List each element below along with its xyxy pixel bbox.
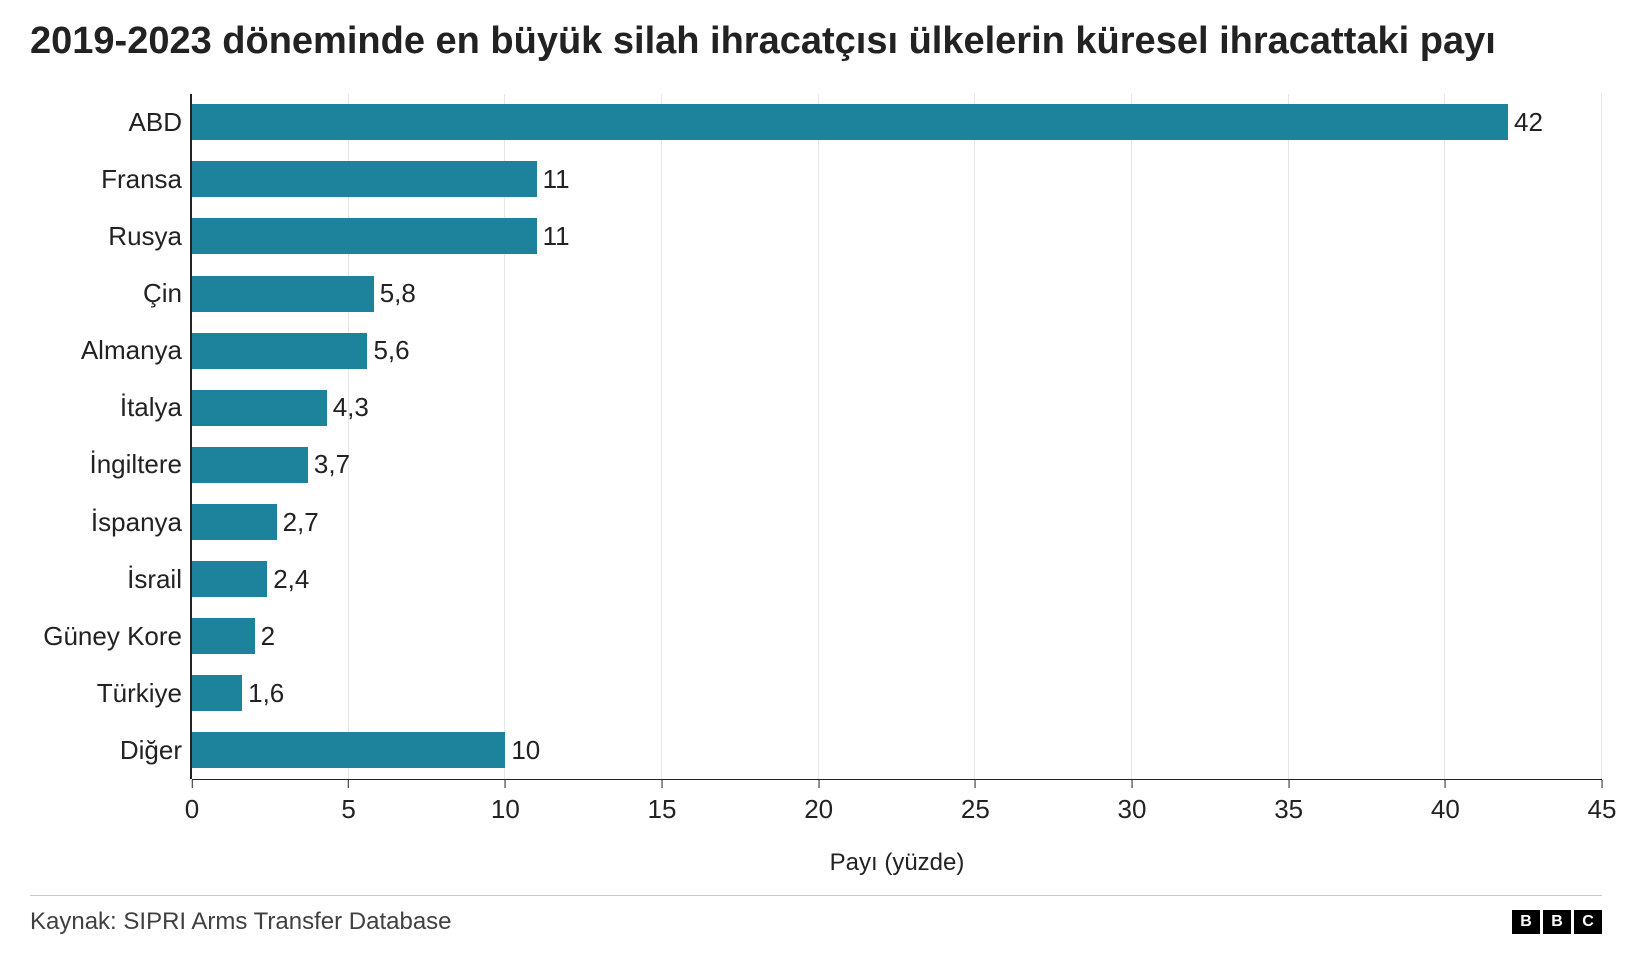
x-tick: 40 — [1431, 780, 1460, 825]
bar — [192, 675, 242, 711]
bar — [192, 104, 1508, 140]
bar-row: 5,6 — [192, 333, 1602, 369]
y-axis-label: Rusya — [108, 221, 182, 252]
chart-area: ABD Fransa Rusya Çin Almanya İtalya İngiltere İ… — [30, 94, 1602, 877]
bar — [192, 276, 374, 312]
plot: ABD Fransa Rusya Çin Almanya İtalya İngiltere İ… — [30, 94, 1602, 779]
x-tick-label: 25 — [961, 794, 990, 825]
x-tick: 30 — [1118, 780, 1147, 825]
bar — [192, 161, 537, 197]
x-tick: 20 — [804, 780, 833, 825]
x-tick: 35 — [1274, 780, 1303, 825]
x-tick-mark — [1131, 780, 1132, 788]
x-tick-mark — [192, 780, 193, 788]
x-tick: 5 — [341, 780, 355, 825]
bar-value-label: 11 — [537, 221, 570, 252]
bbc-logo-box: C — [1574, 910, 1602, 934]
bar — [192, 561, 267, 597]
y-axis-label: İsrail — [127, 564, 182, 595]
bars: 42 11 11 5,8 5,6 4,3 3,7 2,7 2,4 2 1,6 10 — [192, 94, 1602, 779]
bar-value-label: 4,3 — [327, 392, 369, 423]
bar-value-label: 3,7 — [308, 449, 350, 480]
bar — [192, 218, 537, 254]
bbc-logo: BBC — [1512, 910, 1602, 934]
bar-row: 42 — [192, 104, 1602, 140]
y-axis-label: İtalya — [120, 392, 182, 423]
bars-wrap: 42 11 11 5,8 5,6 4,3 3,7 2,7 2,4 2 1,6 10 — [190, 94, 1602, 779]
bar-value-label: 2,4 — [267, 564, 309, 595]
bar-value-label: 5,6 — [367, 335, 409, 366]
y-axis-label: Güney Kore — [43, 621, 182, 652]
x-tick-mark — [1288, 780, 1289, 788]
x-tick-label: 15 — [648, 794, 677, 825]
bar-row: 11 — [192, 161, 1602, 197]
x-tick-label: 0 — [185, 794, 199, 825]
bar — [192, 504, 277, 540]
bar-row: 1,6 — [192, 675, 1602, 711]
bar-row: 5,8 — [192, 276, 1602, 312]
x-tick-label: 5 — [341, 794, 355, 825]
x-tick: 25 — [961, 780, 990, 825]
x-tick: 10 — [491, 780, 520, 825]
bar-value-label: 5,8 — [374, 278, 416, 309]
bar-value-label: 2 — [255, 621, 275, 652]
chart-container: 2019-2023 döneminde en büyük silah ihrac… — [0, 0, 1632, 956]
x-tick-mark — [1601, 780, 1602, 788]
bar-row: 11 — [192, 218, 1602, 254]
bbc-logo-box: B — [1543, 910, 1571, 934]
x-tick-mark — [818, 780, 819, 788]
y-axis-label: Çin — [143, 278, 182, 309]
x-tick-label: 20 — [804, 794, 833, 825]
x-tick-label: 45 — [1588, 794, 1617, 825]
bar — [192, 390, 327, 426]
bar-row: 3,7 — [192, 447, 1602, 483]
x-tick-mark — [975, 780, 976, 788]
y-axis-labels: ABD Fransa Rusya Çin Almanya İtalya İngiltere İ… — [30, 94, 190, 779]
x-tick: 15 — [648, 780, 677, 825]
bar-row: 10 — [192, 732, 1602, 768]
x-tick-label: 35 — [1274, 794, 1303, 825]
x-tick: 45 — [1588, 780, 1617, 825]
x-tick: 0 — [185, 780, 199, 825]
bar-value-label: 1,6 — [242, 678, 284, 709]
x-tick-label: 40 — [1431, 794, 1460, 825]
y-axis-label: Diğer — [120, 735, 182, 766]
y-axis-label: İspanya — [91, 507, 182, 538]
x-axis: 051015202530354045 — [30, 779, 1602, 839]
bar-value-label: 10 — [505, 735, 540, 766]
x-tick-mark — [505, 780, 506, 788]
x-tick-mark — [661, 780, 662, 788]
bar-row: 2,4 — [192, 561, 1602, 597]
y-axis-label: Fransa — [101, 164, 182, 195]
chart-footer: Kaynak: SIPRI Arms Transfer Database BBC — [30, 895, 1602, 936]
bar-row: 2,7 — [192, 504, 1602, 540]
x-tick-label: 10 — [491, 794, 520, 825]
bbc-logo-box: B — [1512, 910, 1540, 934]
bar-value-label: 11 — [537, 164, 570, 195]
y-axis-label: Türkiye — [97, 678, 182, 709]
y-axis-label: İngiltere — [90, 449, 183, 480]
x-axis-title: Payı (yüzde) — [192, 849, 1602, 877]
x-axis-title-row: Payı (yüzde) — [30, 839, 1602, 877]
source-text: Kaynak: SIPRI Arms Transfer Database — [30, 908, 452, 936]
bar — [192, 447, 308, 483]
x-tick-mark — [348, 780, 349, 788]
chart-title: 2019-2023 döneminde en büyük silah ihrac… — [30, 20, 1602, 64]
x-axis-spacer-2 — [30, 839, 192, 877]
bar — [192, 732, 505, 768]
x-tick-mark — [1445, 780, 1446, 788]
y-axis-label: Almanya — [81, 335, 182, 366]
bar — [192, 618, 255, 654]
bar-value-label: 2,7 — [277, 507, 319, 538]
bar-row: 2 — [192, 618, 1602, 654]
x-tick-label: 30 — [1118, 794, 1147, 825]
bar — [192, 333, 367, 369]
y-axis-label: ABD — [129, 107, 182, 138]
bar-value-label: 42 — [1508, 107, 1543, 138]
bar-row: 4,3 — [192, 390, 1602, 426]
x-axis-ticks: 051015202530354045 — [192, 779, 1602, 839]
